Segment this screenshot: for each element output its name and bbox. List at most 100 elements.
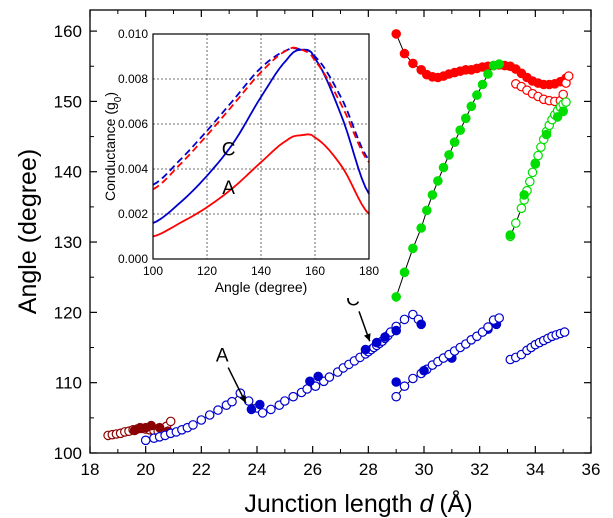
series-connector-line — [509, 101, 567, 237]
data-point — [563, 71, 574, 81]
series-connector-line — [395, 33, 567, 85]
inset-background — [100, 22, 380, 298]
data-point — [427, 190, 438, 200]
x-axis-title-text: Junction length — [244, 490, 419, 518]
data-point — [449, 137, 460, 147]
data-point — [165, 416, 176, 427]
data-point — [541, 129, 552, 140]
x-tick-label: 26 — [303, 460, 322, 479]
annotation-arrowhead — [239, 395, 246, 404]
x-tick-label: 18 — [81, 460, 100, 479]
series-connector-line — [145, 313, 419, 441]
data-point — [483, 322, 493, 332]
inset-y-axis-title-text: Conductance (g — [102, 102, 118, 201]
inset-y-axis-title-subscript: 0 — [113, 96, 124, 102]
inset-chart: 100 120 140 160 180 0.000 0.002 0.004 0.006 0.008… — [100, 22, 380, 298]
data-point — [360, 344, 371, 355]
inset-series-line — [152, 46, 370, 191]
y-tick-label: 100 — [54, 444, 82, 463]
inset-y-tick-label: 0.004 — [118, 162, 148, 176]
data-point — [416, 319, 426, 330]
data-point — [196, 415, 207, 425]
data-point — [227, 396, 237, 407]
data-point — [530, 158, 541, 169]
y-axis-title: Angle (degree) — [14, 149, 42, 314]
x-axis-title-unit: (Å) — [439, 488, 472, 518]
inset-series-line — [152, 133, 370, 238]
inset-y-tick-label: 0.002 — [118, 207, 148, 221]
y-tick-label: 120 — [54, 303, 82, 322]
data-point — [561, 97, 571, 107]
inset-annotation-label: C — [222, 140, 236, 161]
data-series — [391, 365, 429, 387]
data-point — [552, 112, 563, 122]
data-point — [391, 292, 401, 302]
data-point — [524, 176, 535, 187]
x-tick-label: 36 — [582, 460, 601, 479]
annotation-arrowhead — [364, 333, 371, 342]
x-tick-label: 20 — [136, 460, 155, 479]
inset-series-line — [152, 47, 370, 186]
data-point — [313, 371, 323, 382]
data-point — [154, 422, 165, 433]
data-point — [477, 79, 488, 90]
data-point — [140, 435, 151, 446]
x-tick-label: 32 — [470, 460, 489, 479]
x-tick-label: 34 — [526, 460, 545, 479]
inset-x-tick-label: 120 — [197, 264, 217, 278]
data-point — [213, 405, 223, 415]
data-point — [279, 396, 290, 406]
inset-x-tick-label: 160 — [305, 264, 325, 278]
data-point — [246, 404, 257, 415]
inset-x-tick-label: 100 — [143, 264, 163, 278]
inset-y-tick-label: 0.000 — [118, 252, 148, 266]
data-point — [472, 90, 482, 100]
y-tick-label: 160 — [54, 22, 82, 41]
inset-y-tick-label: 0.006 — [118, 117, 148, 131]
x-axis-title: Junction length d (Å) — [244, 488, 472, 518]
data-point — [266, 404, 276, 415]
inset-y-tick-label: 0.008 — [118, 72, 148, 86]
data-point — [419, 365, 429, 376]
x-tick-label: 22 — [192, 460, 211, 479]
inset-x-axis-title: Angle (degree) — [215, 279, 308, 295]
x-tick-label: 24 — [248, 460, 267, 479]
data-point — [408, 373, 418, 384]
inset-annotation-label: A — [222, 178, 235, 199]
data-point — [558, 106, 568, 117]
data-point — [254, 399, 265, 410]
data-point — [460, 113, 471, 124]
data-point — [505, 230, 516, 240]
y-tick-label: 150 — [54, 92, 82, 111]
x-axis-title-variable: d — [419, 490, 434, 518]
data-point — [288, 391, 298, 402]
data-series — [505, 327, 570, 365]
inset-frame — [152, 33, 370, 260]
data-point — [438, 162, 449, 173]
data-point — [408, 243, 418, 254]
inset-x-tick-label: 140 — [251, 264, 271, 278]
data-point — [399, 48, 410, 59]
data-point — [408, 58, 418, 69]
data-series — [391, 59, 504, 302]
data-point — [494, 313, 504, 323]
data-point — [421, 205, 432, 216]
data-point — [391, 325, 401, 336]
series-connector-line — [395, 63, 500, 298]
data-point — [399, 314, 410, 325]
data-point — [399, 381, 410, 391]
data-point — [391, 29, 401, 39]
data-point — [188, 420, 198, 430]
data-point — [455, 125, 465, 135]
data-point — [399, 267, 410, 278]
x-tick-label: 28 — [359, 460, 378, 479]
data-point — [391, 377, 401, 387]
data-point — [433, 176, 443, 186]
data-point — [483, 69, 493, 79]
data-point — [416, 223, 426, 233]
annotation-label: A — [216, 346, 229, 367]
data-point — [371, 337, 382, 348]
data-series — [510, 71, 574, 107]
data-point — [559, 327, 570, 337]
main-chart: 18 20 22 24 26 28 30 32 34 36 100 110 120 130 140 150 16… — [14, 9, 601, 518]
